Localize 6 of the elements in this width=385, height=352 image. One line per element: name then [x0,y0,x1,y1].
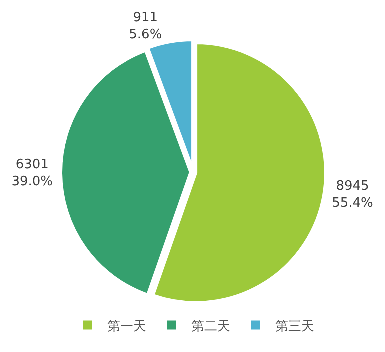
data-label: 911 5.6% [129,10,162,43]
data-label: 6301 39.0% [12,158,54,190]
data-label: 8945 55.4% [332,179,374,212]
legend-label: 第二天 [192,319,230,334]
legend-label: 第一天 [108,319,146,334]
legend-label: 第三天 [276,319,314,334]
